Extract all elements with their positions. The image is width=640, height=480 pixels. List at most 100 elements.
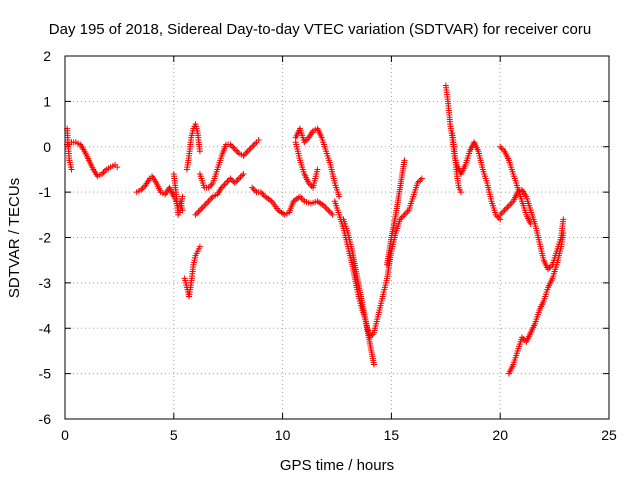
data-point [560,229,567,236]
data-point [329,211,336,218]
data-point [228,177,235,184]
x-axis-label: GPS time / hours [280,457,394,474]
data-point [504,204,511,211]
data-point [223,180,230,187]
data-point [231,180,238,187]
y-tick-label: -1 [39,184,52,200]
data-point [198,205,205,212]
data-point [507,201,514,208]
x-tick-label: 10 [275,427,291,443]
y-tick-label: 1 [43,93,51,109]
data-point [228,142,235,149]
y-tick-label: 0 [43,139,51,155]
data-point [233,178,240,185]
y-axis-label: SDTVAR / TECUs [6,178,23,298]
data-point [249,184,256,191]
data-point [208,195,215,202]
data-point [221,181,228,188]
plot-frame [64,55,610,420]
data-point [246,146,253,153]
series-arc-5 [181,243,203,300]
data-point [195,208,202,215]
data-point [560,216,567,223]
data-point [259,190,266,197]
data-point [250,142,257,149]
data-point [179,193,186,200]
data-point [252,187,259,194]
series-arc-9 [249,184,336,218]
data-point [401,157,408,164]
series-arc-16 [449,130,465,196]
data-point [503,205,510,212]
data-point [199,204,206,211]
data-point [498,145,505,152]
y-tick-label: 2 [43,48,51,64]
series-arc-19 [505,229,567,377]
data-point [224,178,231,185]
chart-title: Day 195 of 2018, Sidereal Day-to-day VTE… [49,21,591,38]
series-arc-15 [442,82,504,223]
y-tick-label: -6 [39,411,52,427]
x-tick-label: 25 [601,427,617,443]
data-point [194,210,201,217]
series-arc-10 [292,125,343,200]
series-arc-13 [340,175,425,341]
grid-lines [65,56,609,419]
data-point [325,207,332,214]
data-point [497,143,504,150]
series-arc-7 [192,170,247,218]
data-point [100,169,107,176]
data-point [495,214,502,221]
data-point [192,211,199,218]
series-arc-4 [170,170,186,218]
data-point [207,183,214,190]
data-point [418,175,425,182]
data-point [417,177,424,184]
data-point [314,166,321,173]
data-point [204,199,211,206]
series-arc-8 [196,136,262,191]
data-point [241,151,248,158]
y-tick-label: -5 [39,366,52,382]
data-point [326,208,333,215]
series-arc-12 [331,198,377,368]
data-point [255,136,262,143]
data-point [501,207,508,214]
data-point [68,166,75,173]
x-tick-label: 0 [61,427,69,443]
series-arc-11 [292,139,321,191]
data-point [247,145,254,152]
data-point [196,148,203,155]
data-point [227,175,234,182]
data-point [207,196,214,203]
data-point [101,167,108,174]
data-point [139,185,146,192]
data-point [400,213,407,220]
data-point [370,361,377,368]
data-point [298,195,305,202]
data-point [233,147,240,154]
data-point [230,144,237,151]
data-point [336,193,343,200]
data-point [236,175,243,182]
series-arc-1 [64,139,121,180]
x-tick-label: 15 [384,427,400,443]
data-point [196,207,203,214]
x-tick-label: 20 [492,427,508,443]
series-arc-17 [497,186,567,273]
data-point [234,149,241,156]
series-arc-14 [384,157,408,268]
data-point [244,148,251,155]
data-point [498,210,505,217]
data-point [205,198,212,205]
data-point [249,143,256,150]
data-point [201,202,208,209]
series-arc-2 [64,125,75,173]
y-tick-label: -4 [39,320,52,336]
data-point [202,201,209,208]
data-point [458,189,465,196]
data-point [252,140,259,147]
series-arc-6 [183,121,203,173]
series-arc-18 [497,143,534,227]
